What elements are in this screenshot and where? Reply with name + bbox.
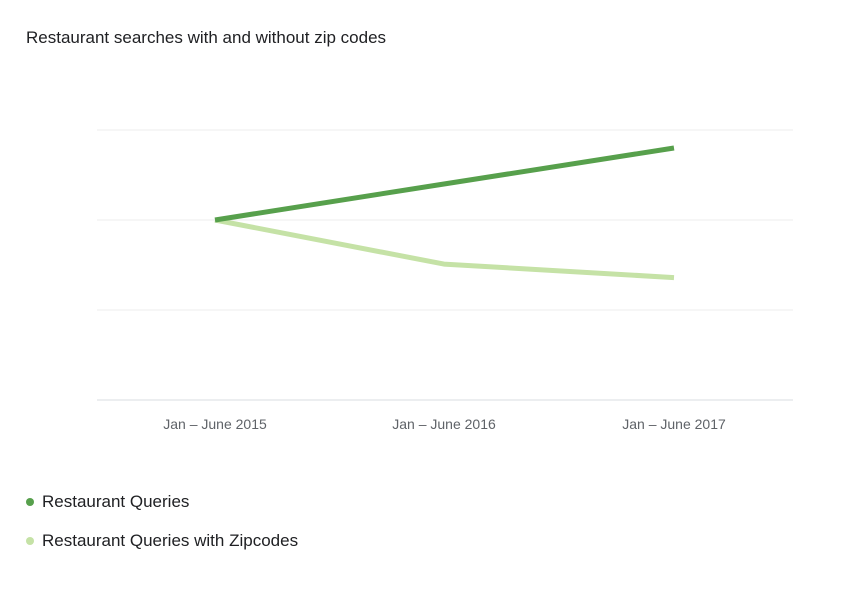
x-tick-label: Jan – June 2016 <box>392 416 496 432</box>
legend-item-restaurant-queries: Restaurant Queries <box>26 492 189 512</box>
legend-dot-icon <box>26 498 34 506</box>
legend-label: Restaurant Queries with Zipcodes <box>42 531 299 550</box>
series-line-1 <box>214 217 675 281</box>
x-tick-label: Jan – June 2017 <box>622 416 726 432</box>
x-tick-label: Jan – June 2015 <box>163 416 267 432</box>
chart-title: Restaurant searches with and without zip… <box>26 28 387 47</box>
series-line-0 <box>214 145 675 223</box>
legend-label: Restaurant Queries <box>42 492 190 511</box>
legend-item-restaurant-queries-zipcodes: Restaurant Queries with Zipcodes <box>26 531 298 551</box>
legend-dot-icon <box>26 537 34 545</box>
